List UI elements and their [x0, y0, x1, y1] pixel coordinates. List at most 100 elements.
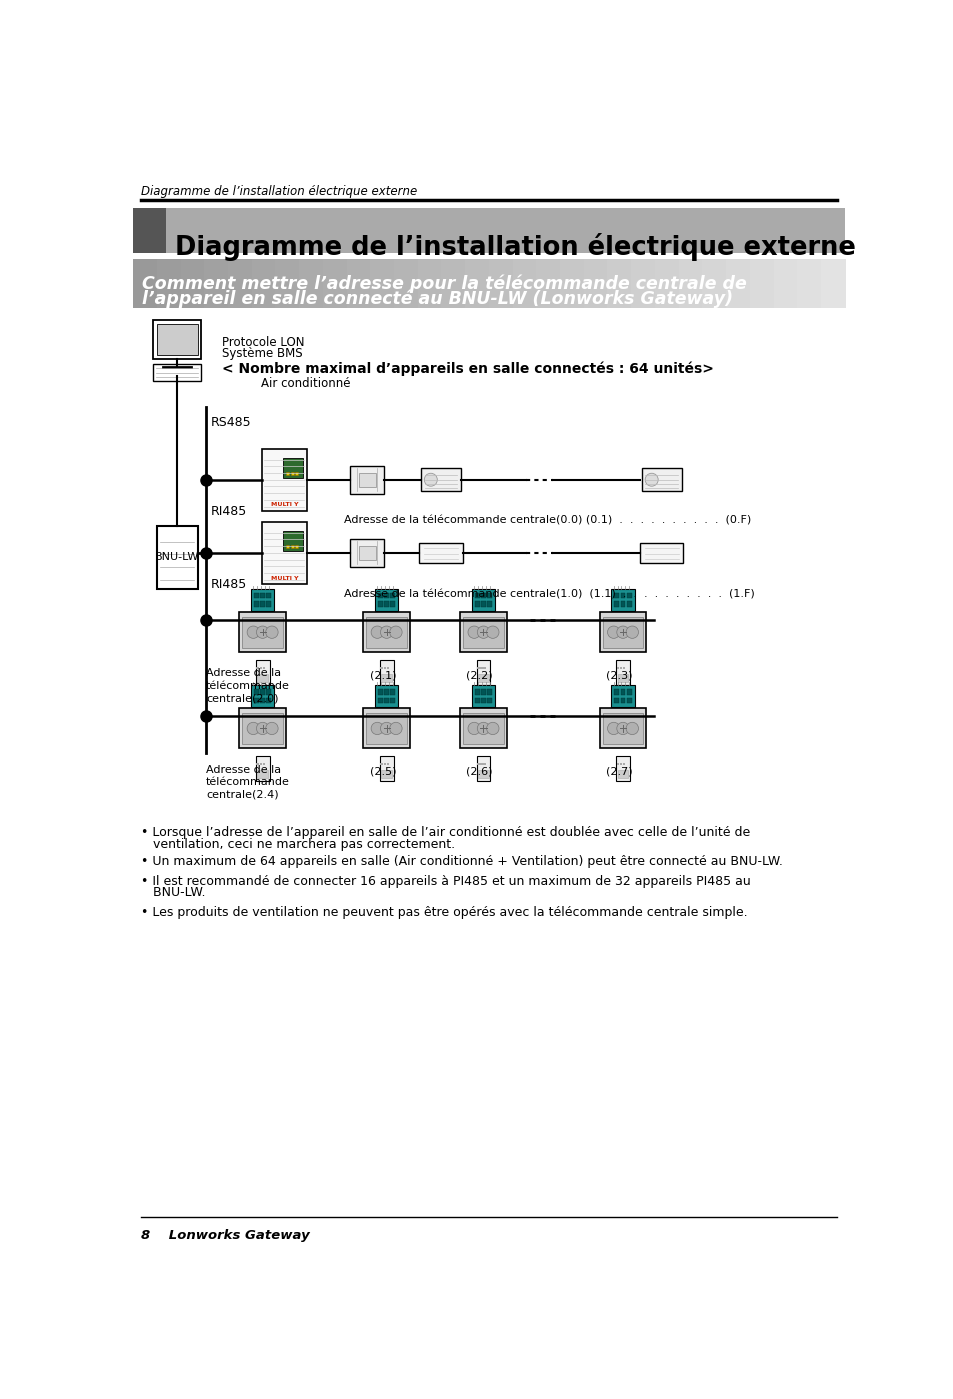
Bar: [475, 593, 479, 599]
Bar: [253, 602, 258, 607]
Bar: [463, 713, 503, 744]
Circle shape: [371, 722, 383, 734]
Bar: [384, 698, 389, 704]
Bar: [390, 690, 395, 694]
Bar: [322, 259, 348, 308]
Text: (2.6): (2.6): [466, 767, 493, 776]
Bar: [639, 543, 682, 562]
Bar: [259, 762, 261, 765]
Text: BNU-LW: BNU-LW: [155, 553, 199, 562]
Circle shape: [256, 722, 269, 734]
Bar: [180, 259, 205, 308]
Bar: [607, 259, 632, 308]
Text: MULTI Y: MULTI Y: [271, 502, 298, 508]
Bar: [384, 593, 389, 599]
Bar: [641, 469, 681, 491]
Bar: [394, 259, 418, 308]
Bar: [559, 259, 584, 308]
Circle shape: [468, 722, 480, 734]
Bar: [614, 602, 618, 607]
Bar: [472, 589, 495, 610]
Text: Diagramme de l’installation électrique externe: Diagramme de l’installation électrique e…: [174, 232, 855, 260]
Bar: [476, 757, 490, 781]
Bar: [266, 698, 271, 704]
Bar: [282, 457, 303, 478]
Bar: [602, 713, 642, 744]
Bar: [260, 698, 265, 704]
Bar: [379, 660, 394, 684]
Bar: [417, 259, 442, 308]
Bar: [380, 762, 382, 765]
Bar: [383, 667, 385, 669]
Bar: [266, 690, 271, 694]
Bar: [379, 757, 394, 781]
Circle shape: [256, 625, 269, 638]
Text: Adresse de la
télécommande
centrale(2.0): Adresse de la télécommande centrale(2.0): [206, 669, 290, 704]
Bar: [483, 667, 485, 669]
Bar: [465, 259, 490, 308]
Bar: [380, 667, 382, 669]
Bar: [390, 593, 395, 599]
Bar: [363, 613, 410, 652]
Bar: [480, 698, 485, 704]
Bar: [286, 546, 289, 548]
Text: (2.7): (2.7): [605, 767, 632, 776]
Bar: [266, 593, 271, 599]
Bar: [475, 602, 479, 607]
Bar: [420, 469, 460, 491]
Text: 8    Lonworks Gateway: 8 Lonworks Gateway: [141, 1228, 310, 1242]
Bar: [480, 602, 485, 607]
Bar: [655, 259, 679, 308]
Bar: [299, 259, 324, 308]
Bar: [476, 660, 490, 684]
Bar: [616, 660, 629, 684]
Bar: [599, 708, 645, 748]
Bar: [475, 690, 479, 694]
Text: (2.1): (2.1): [369, 670, 395, 681]
Bar: [599, 613, 645, 652]
Bar: [773, 259, 798, 308]
Bar: [370, 259, 395, 308]
Bar: [160, 368, 194, 372]
Bar: [480, 690, 485, 694]
Bar: [477, 673, 488, 683]
Bar: [251, 589, 274, 610]
Bar: [377, 698, 382, 704]
Text: Adresse de la télécommande centrale(1.0)  (1.1)  .  .  .  .  .  .  .  .  .  .  (: Adresse de la télécommande centrale(1.0)…: [344, 589, 754, 599]
Bar: [463, 617, 503, 648]
Bar: [631, 259, 656, 308]
Bar: [476, 667, 479, 669]
Bar: [256, 762, 258, 765]
Text: (2.5): (2.5): [369, 767, 395, 776]
Bar: [418, 543, 462, 562]
Bar: [358, 546, 375, 560]
Bar: [626, 602, 631, 607]
Bar: [384, 690, 389, 694]
Bar: [386, 667, 389, 669]
Bar: [797, 259, 821, 308]
Text: • Un maximum de 64 appareils en salle (Air conditionné + Ventilation) peut être : • Un maximum de 64 appareils en salle (A…: [141, 856, 782, 869]
Bar: [266, 602, 271, 607]
Bar: [459, 613, 506, 652]
Bar: [622, 762, 624, 765]
Bar: [619, 667, 621, 669]
Circle shape: [390, 625, 402, 638]
Text: • Lorsque l’adresse de l’appareil en salle de l’air conditionné est doublée avec: • Lorsque l’adresse de l’appareil en sal…: [141, 827, 749, 839]
Text: ventilation, ceci ne marchera pas correctement.: ventilation, ceci ne marchera pas correc…: [141, 838, 455, 851]
Bar: [262, 762, 265, 765]
Circle shape: [607, 722, 619, 734]
Bar: [261, 522, 307, 583]
Bar: [384, 602, 389, 607]
Bar: [616, 757, 629, 781]
Circle shape: [486, 722, 498, 734]
Bar: [626, 698, 631, 704]
Bar: [617, 667, 618, 669]
Bar: [614, 698, 618, 704]
Bar: [614, 690, 618, 694]
Bar: [261, 449, 307, 511]
Bar: [487, 602, 492, 607]
Text: MULTI Y: MULTI Y: [271, 575, 298, 581]
Bar: [252, 259, 276, 308]
Bar: [260, 690, 265, 694]
Circle shape: [486, 625, 498, 638]
